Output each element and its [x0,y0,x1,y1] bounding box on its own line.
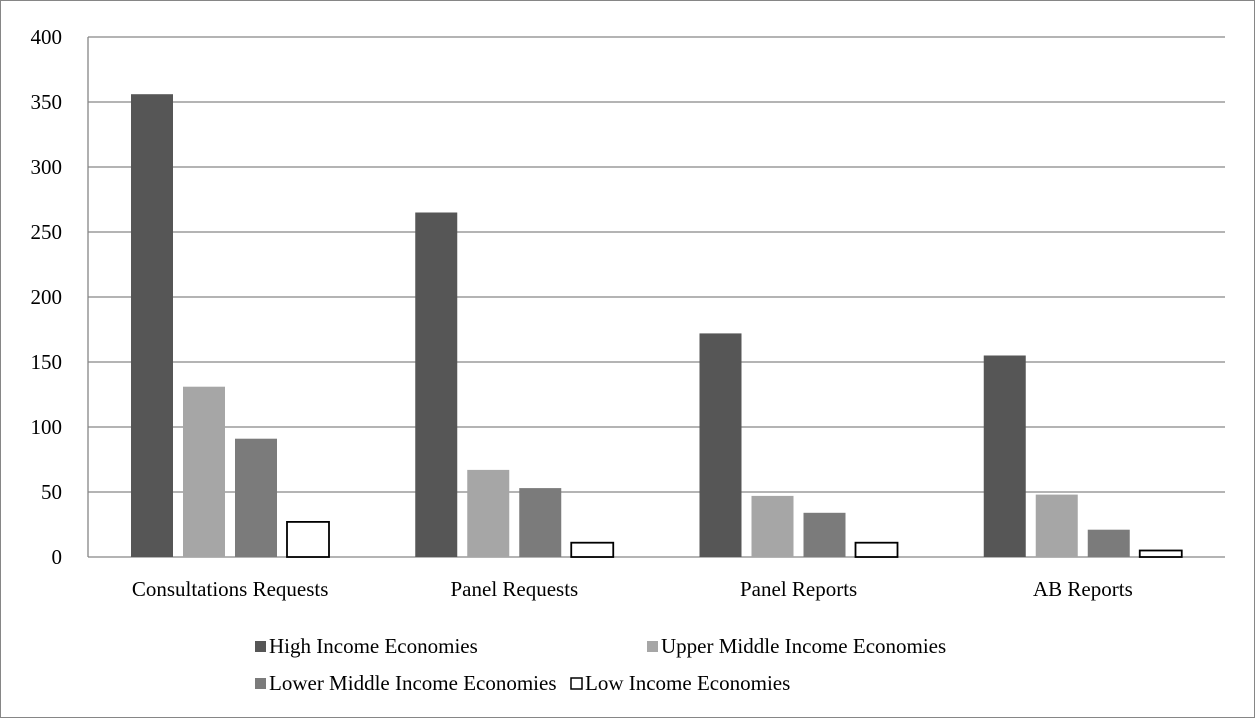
x-category-label: Panel Requests [451,577,579,601]
legend-swatch [255,641,266,652]
y-tick-label: 200 [31,285,63,309]
legend-swatch [647,641,658,652]
bar [803,512,846,557]
bar [751,495,794,557]
y-tick-label: 150 [31,350,63,374]
x-category-label: AB Reports [1033,577,1133,601]
y-tick-label: 100 [31,415,63,439]
legend-swatch [255,678,266,689]
y-tick-label: 0 [52,545,63,569]
x-category-label: Panel Reports [740,577,857,601]
bar [183,386,225,557]
legend-swatch [570,677,583,690]
bar [519,488,562,557]
bar [286,521,330,558]
bar [854,541,899,558]
x-category-label: Consultations Requests [132,577,329,601]
bar [131,94,173,557]
bar [1087,529,1130,557]
y-tick-label: 350 [31,90,63,114]
y-tick-label: 250 [31,220,63,244]
bar [699,333,742,557]
y-tick-label: 400 [31,25,63,49]
bar [415,212,458,557]
bar [1035,494,1078,557]
bar [1138,549,1183,558]
legend-label: Low Income Economies [585,671,790,695]
y-tick-label: 50 [41,480,62,504]
bar [467,469,510,557]
legend-label: Upper Middle Income Economies [661,634,946,658]
bar [570,541,615,558]
bar [983,355,1026,557]
legend-label: Lower Middle Income Economies [269,671,557,695]
legend-label: High Income Economies [269,634,478,658]
y-tick-label: 300 [31,155,63,179]
bar [235,438,277,557]
